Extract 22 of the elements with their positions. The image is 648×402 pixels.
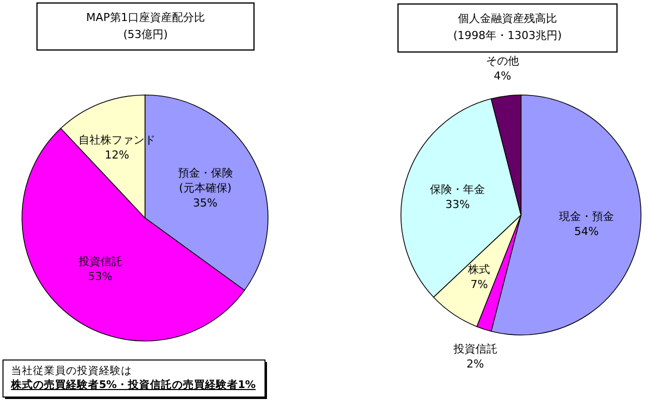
- slice-label: 現金・預金: [558, 210, 614, 223]
- slice-label: 保険・年金: [430, 183, 486, 196]
- chart-subtitle: (53億円): [123, 28, 168, 41]
- data-label: 12%: [104, 148, 130, 162]
- slice-label: 自社株ファンド: [78, 134, 156, 147]
- chart-title: MAP第1口座資産配分比: [86, 11, 205, 24]
- slice-label: 預金・保険 (元本確保): [178, 166, 233, 194]
- slice-label: 株式: [467, 263, 490, 276]
- slice-label: その他: [486, 54, 519, 68]
- data-label: 54%: [574, 224, 599, 238]
- data-label: 7%: [470, 278, 488, 292]
- slice-label: 投資信託: [452, 342, 498, 356]
- slice-label: 投資信託: [77, 255, 122, 268]
- text: 当社従業員の投資経験は: [11, 364, 132, 377]
- chart-title: 個人金融資産残高比: [458, 12, 557, 25]
- data-label: 33%: [445, 198, 470, 212]
- data-label: 53%: [88, 270, 112, 284]
- chart-subtitle: (1998年・1303兆円): [453, 29, 562, 42]
- text: 株式の売買経験者5%・投資信託の売買経験者1%: [10, 378, 256, 391]
- data-label: 2%: [466, 357, 484, 370]
- data-label: 4%: [494, 70, 512, 83]
- data-label: 35%: [193, 196, 218, 210]
